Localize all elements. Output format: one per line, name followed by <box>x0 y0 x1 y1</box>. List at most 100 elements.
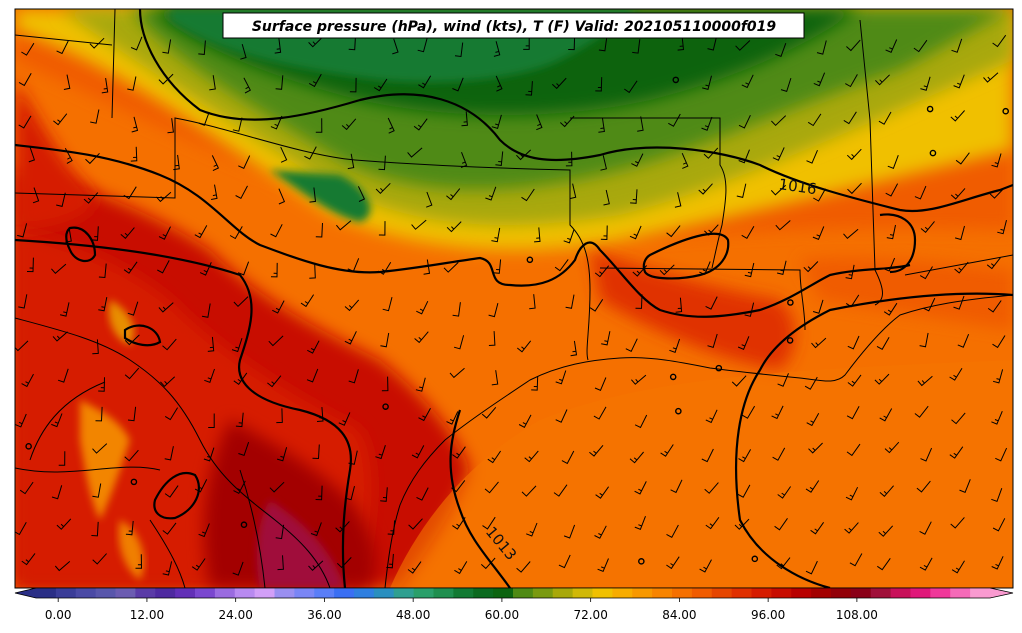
colorbar-swatch <box>572 588 594 598</box>
colorbar-tick-label: 84.00 <box>662 608 696 622</box>
wind-barb-icon <box>536 114 543 131</box>
wind-barb-icon <box>198 40 206 55</box>
wind-barb-icon <box>954 225 965 241</box>
wind-barb-icon <box>875 74 890 86</box>
wind-barb-icon <box>777 373 789 387</box>
wind-barb-icon <box>452 77 464 92</box>
colorbar-swatch <box>771 588 792 598</box>
calm-wind-circle-icon <box>669 373 677 381</box>
calm-wind-circle-icon <box>715 364 723 372</box>
wind-barb-icon <box>127 406 137 422</box>
wind-barb-icon <box>309 263 316 279</box>
wind-barb-icon <box>593 406 607 420</box>
wind-barb-icon <box>229 226 243 240</box>
colorbar-swatch <box>831 588 852 598</box>
wind-barb-icon <box>804 376 818 390</box>
isobar-gulf <box>449 409 511 588</box>
wind-barb-icon <box>449 367 465 379</box>
isobar-east <box>735 292 1013 588</box>
wind-barb-icon <box>446 188 461 201</box>
wind-barb-icon <box>92 553 107 565</box>
wind-barb-icon <box>666 225 681 238</box>
wind-barb-icon <box>164 407 179 421</box>
wind-barb-icon <box>919 521 932 535</box>
wind-barb-icon <box>53 113 68 126</box>
wind-barb-icon <box>378 155 386 171</box>
wind-barb-icon <box>813 72 826 87</box>
wind-barb-icon <box>741 74 754 89</box>
wind-barb-icon <box>240 43 247 60</box>
colorbar-swatch <box>850 588 872 598</box>
wind-barb-icon <box>341 118 357 131</box>
calm-wind-circle-icon <box>25 443 32 450</box>
wind-barb-icon <box>919 266 933 280</box>
wind-barb-icon <box>950 517 965 529</box>
wind-barb-icon <box>997 219 1007 235</box>
wind-barb-icon <box>953 74 965 89</box>
wind-barb-icon <box>876 336 890 350</box>
wind-barb-icon <box>923 297 936 312</box>
wind-barb-icon <box>703 147 719 159</box>
wind-barb-icon <box>495 75 503 92</box>
wind-barb-icon <box>916 480 931 493</box>
wind-barb-icon <box>387 117 395 134</box>
wind-barb-icon <box>164 446 174 461</box>
colorbar-swatch <box>115 588 136 598</box>
wind-barb-icon <box>191 558 206 571</box>
wind-barb-icon <box>877 558 891 571</box>
wind-barb-icon <box>310 522 322 537</box>
wind-barb-icon <box>845 294 860 308</box>
isobar-southeast <box>879 213 917 274</box>
wind-barb-icon <box>21 42 35 56</box>
wind-barb-icon <box>209 75 216 91</box>
wind-barb-icon <box>207 336 215 352</box>
wind-barb-icon <box>167 118 174 134</box>
wind-barb-icon <box>309 187 317 203</box>
wind-barb-icon <box>914 185 927 200</box>
wind-barb-icon <box>162 39 172 54</box>
wind-barb-icon <box>810 522 825 535</box>
wind-barb-icon <box>847 374 862 387</box>
wind-barb-icon <box>233 372 248 385</box>
colorbar-swatch <box>791 588 812 598</box>
wind-barb-icon <box>991 488 1003 503</box>
wind-barb-icon <box>381 376 389 392</box>
wind-barb-icon <box>211 184 218 200</box>
colorbar-tick-label: 48.00 <box>396 608 430 622</box>
wind-barb-icon <box>806 413 820 427</box>
wind-barb-icon <box>846 148 862 161</box>
wind-barb-icon <box>919 332 929 348</box>
wind-barb-icon <box>274 38 282 54</box>
geographic-boundaries <box>15 9 1013 588</box>
wind-barb-icon <box>307 340 320 354</box>
wind-barb-icon <box>744 302 755 317</box>
wind-barb-icon <box>269 481 285 493</box>
wind-barb-icon <box>846 443 861 457</box>
wind-barb-icon <box>208 413 215 428</box>
colorbar-tick-label: 36.00 <box>307 608 341 622</box>
wind-barb-icon <box>734 518 750 530</box>
wind-barb-icon <box>705 296 718 310</box>
colorbar-swatch <box>652 588 673 598</box>
wind-barb-icon <box>194 225 208 239</box>
colorbar: 0.00 12.00 24.00 36.00 48.00 60.00 72.00 84.00 9… <box>14 587 1014 622</box>
wind-barb-icon <box>595 77 603 92</box>
wind-barb-icon <box>525 81 533 96</box>
wind-barb-icon <box>774 518 788 531</box>
colorbar-swatch <box>36 588 57 598</box>
arkansas-line <box>570 117 727 269</box>
colorbar-swatch <box>373 588 395 598</box>
wind-barb-icon <box>675 297 683 313</box>
wind-barb-icon <box>601 331 611 346</box>
calm-wind-circle-icon <box>672 76 680 84</box>
wind-barb-icon <box>349 77 357 93</box>
colorbar-tick-label: 72.00 <box>573 608 607 622</box>
wind-barb-icon <box>598 36 608 52</box>
colorbar-tick-label: 12.00 <box>130 608 164 622</box>
wind-barb-icon <box>26 257 34 273</box>
wind-barb-icon <box>454 561 468 575</box>
wind-barb-icon <box>589 444 604 457</box>
colorbar-swatch <box>274 588 295 598</box>
wind-barb-icon <box>555 409 568 423</box>
wind-barb-icon <box>744 262 755 278</box>
